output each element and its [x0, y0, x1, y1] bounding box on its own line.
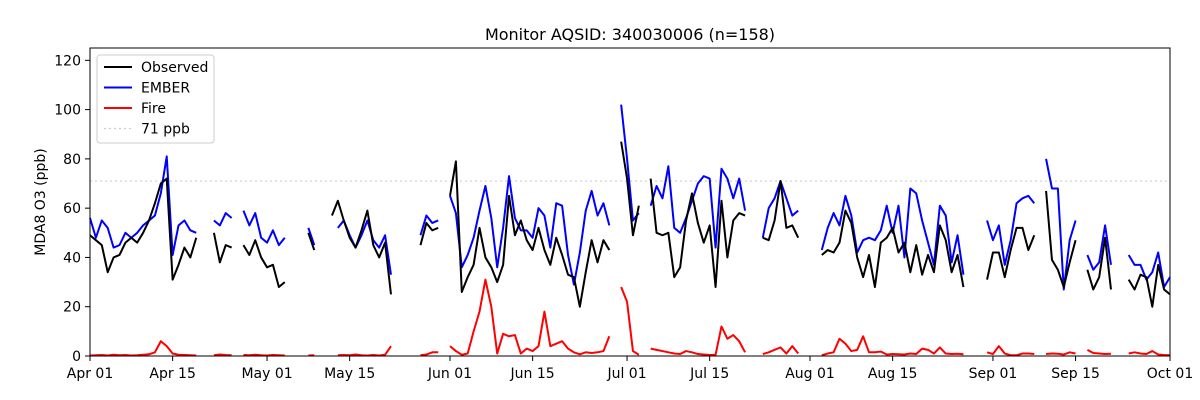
series-fire-segment-14	[1086, 348, 1112, 356]
legend-entry: 71 ppb	[104, 122, 190, 138]
series-fire-segment-13	[1045, 351, 1076, 356]
x-axis: Apr 01 Apr 15 May 01 May 15 Jun 01 Jun 15 Jul …	[67, 356, 1193, 382]
legend-label: Fire	[141, 101, 166, 117]
x-tick-label: Sep 15	[1051, 366, 1100, 382]
series-ember-segment-11	[820, 187, 965, 275]
y-axis-label: MDA8 O3 (ppb)	[33, 148, 49, 256]
x-tick-label: May 01	[241, 366, 292, 382]
series-observed-segment-7	[449, 160, 611, 308]
legend-entry: Observed	[104, 60, 208, 76]
series-ember-segment-14	[1086, 224, 1112, 271]
series-fire-segment-7	[449, 278, 611, 356]
y-tick-label: 100	[54, 103, 81, 119]
series-observed-segment-5	[331, 199, 392, 295]
y-tick-label: 20	[63, 300, 81, 316]
y-tick-label: 120	[54, 53, 81, 69]
series-fire-segment-6	[420, 351, 439, 357]
x-tick-label: Jun 01	[427, 366, 472, 382]
legend-label: EMBER	[141, 81, 190, 97]
series-fire-segment-12	[986, 345, 1035, 357]
legend: Observed EMBER Fire 71 ppb	[96, 54, 215, 144]
y-tick-label: 80	[63, 152, 81, 168]
legend-entry: EMBER	[104, 81, 190, 97]
series-fire-segment-9	[650, 325, 746, 357]
series-observed-segment-2	[212, 232, 233, 264]
legend-entry: Fire	[104, 101, 166, 117]
x-tick-label: Sep 01	[969, 366, 1018, 382]
series-ember-segment-9	[649, 165, 747, 249]
series-fire-segment-10	[762, 345, 799, 355]
legend-label: Observed	[141, 60, 208, 76]
series-fire-segment-11	[821, 335, 964, 357]
series-observed-segment-15	[1127, 263, 1171, 308]
series-observed-segment-3	[242, 239, 286, 289]
series-fire-segment-15	[1128, 350, 1171, 357]
series-fire-segment-2	[213, 353, 232, 357]
series-observed-segment-9	[649, 178, 746, 289]
series-ember-segment-3	[242, 210, 286, 247]
series-layer	[89, 104, 1171, 357]
series-observed-segment-8	[620, 141, 640, 237]
series-ember-segment-4	[307, 227, 316, 246]
x-tick-label: Aug 01	[785, 366, 835, 382]
series-observed-segment-13	[1045, 190, 1077, 289]
series-observed-segment-4	[307, 232, 316, 251]
legend-label: 71 ppb	[141, 122, 190, 138]
y-tick-label: 60	[63, 201, 81, 217]
plot-frame	[89, 47, 1171, 357]
x-tick-label: Apr 15	[149, 366, 195, 382]
legend-box	[96, 54, 215, 144]
x-tick-label: Jul 15	[689, 366, 729, 382]
series-ember-segment-13	[1045, 158, 1077, 291]
series-fire-segment-8	[620, 286, 640, 356]
y-tick-label: 0	[72, 349, 81, 365]
y-tick-label: 40	[63, 250, 81, 266]
series-observed-segment-10	[762, 180, 800, 242]
x-tick-label: Aug 15	[868, 366, 918, 382]
series-ember-segment-12	[986, 194, 1036, 266]
series-ember-segment-1	[89, 155, 197, 256]
x-tick-label: Apr 01	[67, 366, 113, 382]
series-observed-segment-1	[89, 177, 198, 281]
series-fire-segment-5	[337, 345, 392, 357]
x-tick-label: May 15	[324, 366, 375, 382]
series-observed	[89, 141, 1171, 308]
series-ember-segment-2	[213, 212, 233, 227]
x-tick-label: Jun 15	[510, 366, 555, 382]
series-observed-segment-14	[1086, 236, 1112, 291]
series-fire-segment-3	[243, 353, 285, 357]
series-ember-segment-6	[419, 214, 439, 236]
series-ember-segment-7	[449, 175, 611, 286]
series-observed-segment-12	[986, 226, 1036, 280]
series-observed-segment-6	[419, 221, 439, 246]
x-tick-label: Jul 01	[606, 366, 646, 382]
y-axis: 0 20 40 60 80 100 120	[54, 53, 90, 365]
x-tick-label: Oct 01	[1147, 366, 1193, 382]
series-fire	[89, 278, 1171, 357]
series-observed-segment-11	[821, 209, 965, 289]
chart-title: Monitor AQSID: 340030006 (n=158)	[485, 25, 775, 44]
